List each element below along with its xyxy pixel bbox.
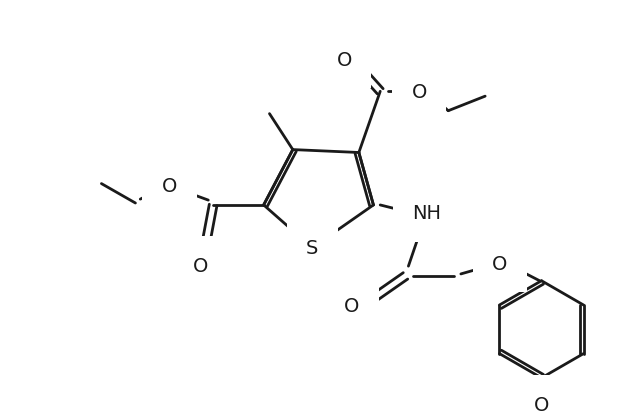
Text: O: O bbox=[344, 296, 360, 315]
Text: O: O bbox=[492, 254, 508, 273]
Text: O: O bbox=[412, 83, 427, 102]
Text: S: S bbox=[306, 239, 319, 258]
Text: O: O bbox=[162, 177, 177, 195]
Text: O: O bbox=[337, 51, 352, 69]
Text: O: O bbox=[193, 256, 208, 275]
Text: NH: NH bbox=[412, 204, 442, 223]
Text: O: O bbox=[534, 395, 549, 413]
